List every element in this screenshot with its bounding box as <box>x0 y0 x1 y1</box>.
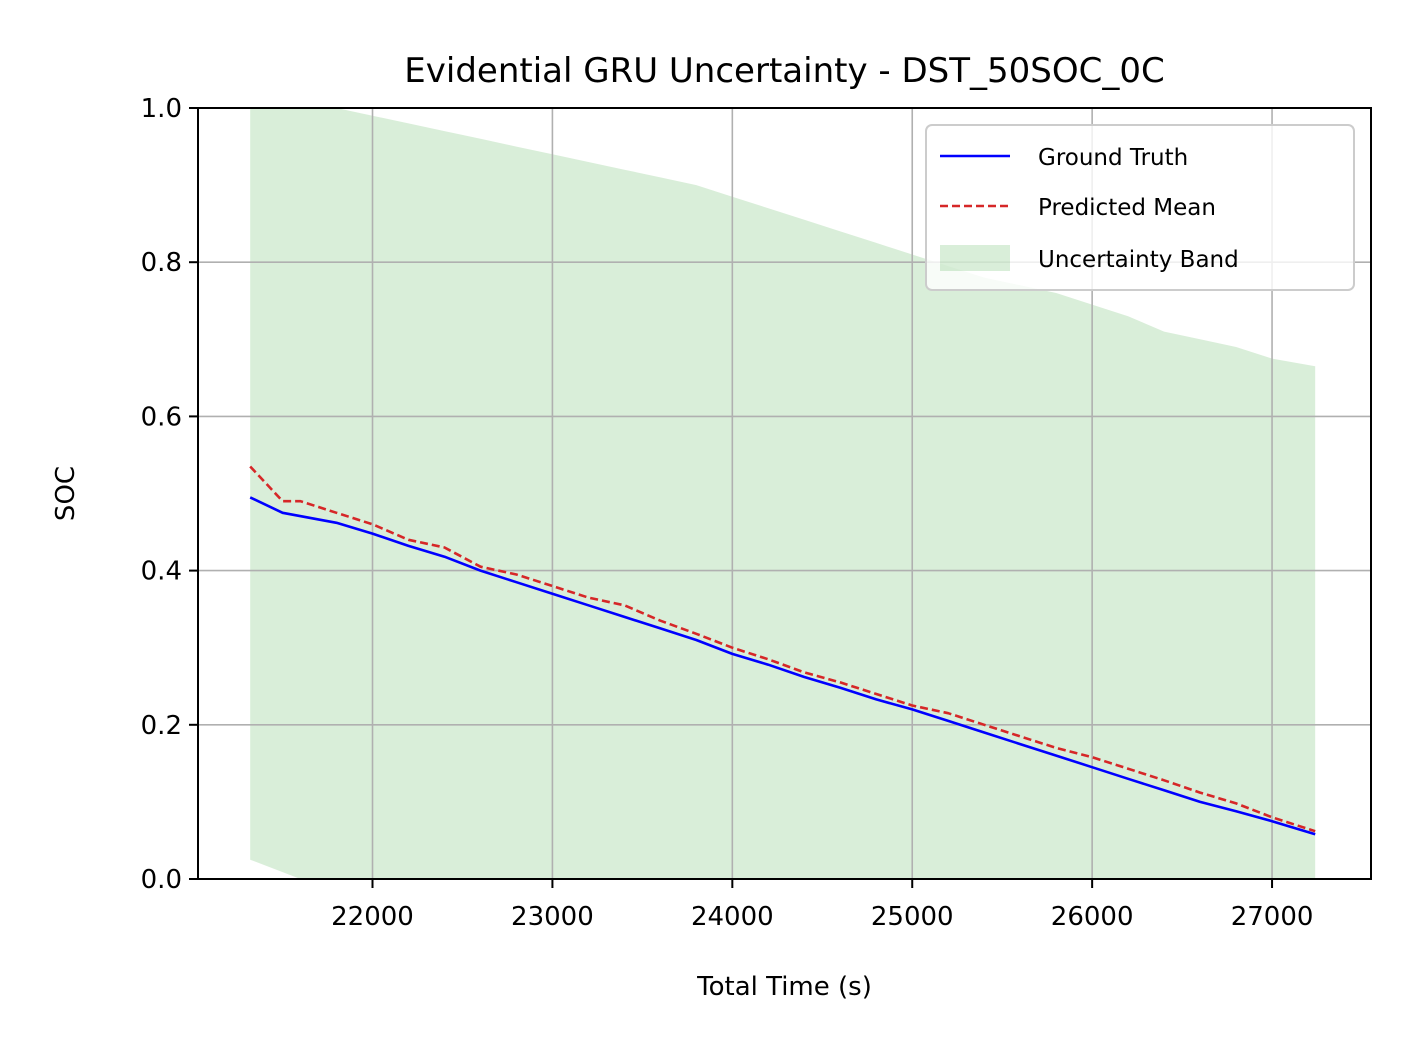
y-axis-label: SOC <box>51 466 81 521</box>
x-axis-label: Total Time (s) <box>696 972 872 1002</box>
uncertainty-band-area <box>250 108 1316 879</box>
legend-swatch-uncertainty-band <box>940 245 1010 271</box>
legend-label-ground-truth: Ground Truth <box>1038 145 1188 171</box>
legend-label-uncertainty-band: Uncertainty Band <box>1038 247 1239 273</box>
uncertainty-band-layer <box>250 108 1316 879</box>
legend: Ground Truth Predicted Mean Uncertainty … <box>925 124 1355 291</box>
axes-frame <box>197 107 1372 880</box>
x-tick-label-25000: 25000 <box>871 902 954 932</box>
y-tick-label-1: 0.2 <box>141 711 182 741</box>
y-tick-label-0: 0.0 <box>141 865 182 895</box>
y-tick-label-2: 0.4 <box>141 557 182 587</box>
x-tick-label-27000: 27000 <box>1231 902 1314 932</box>
y-tick-label-3: 0.6 <box>141 402 182 432</box>
x-tick-label-22000: 22000 <box>331 902 414 932</box>
y-tick-label-5: 1.0 <box>141 94 182 124</box>
series-line-predicted-mean <box>249 465 1316 833</box>
series-line-ground-truth <box>249 496 1316 836</box>
x-tick-label-26000: 26000 <box>1051 902 1134 932</box>
y-tick-label-4: 0.8 <box>141 248 182 278</box>
tick-layer: 22000 23000 24000 25000 26000 27000 0.0 0.2 0.4 0… <box>141 94 1314 932</box>
x-tick-label-23000: 23000 <box>511 902 594 932</box>
legend-box <box>925 124 1355 291</box>
chart-title: Evidential GRU Uncertainty - DST_50SOC_0… <box>404 51 1164 91</box>
series-layer <box>249 465 1316 836</box>
x-tick-label-24000: 24000 <box>691 902 774 932</box>
legend-label-predicted-mean: Predicted Mean <box>1038 195 1216 221</box>
